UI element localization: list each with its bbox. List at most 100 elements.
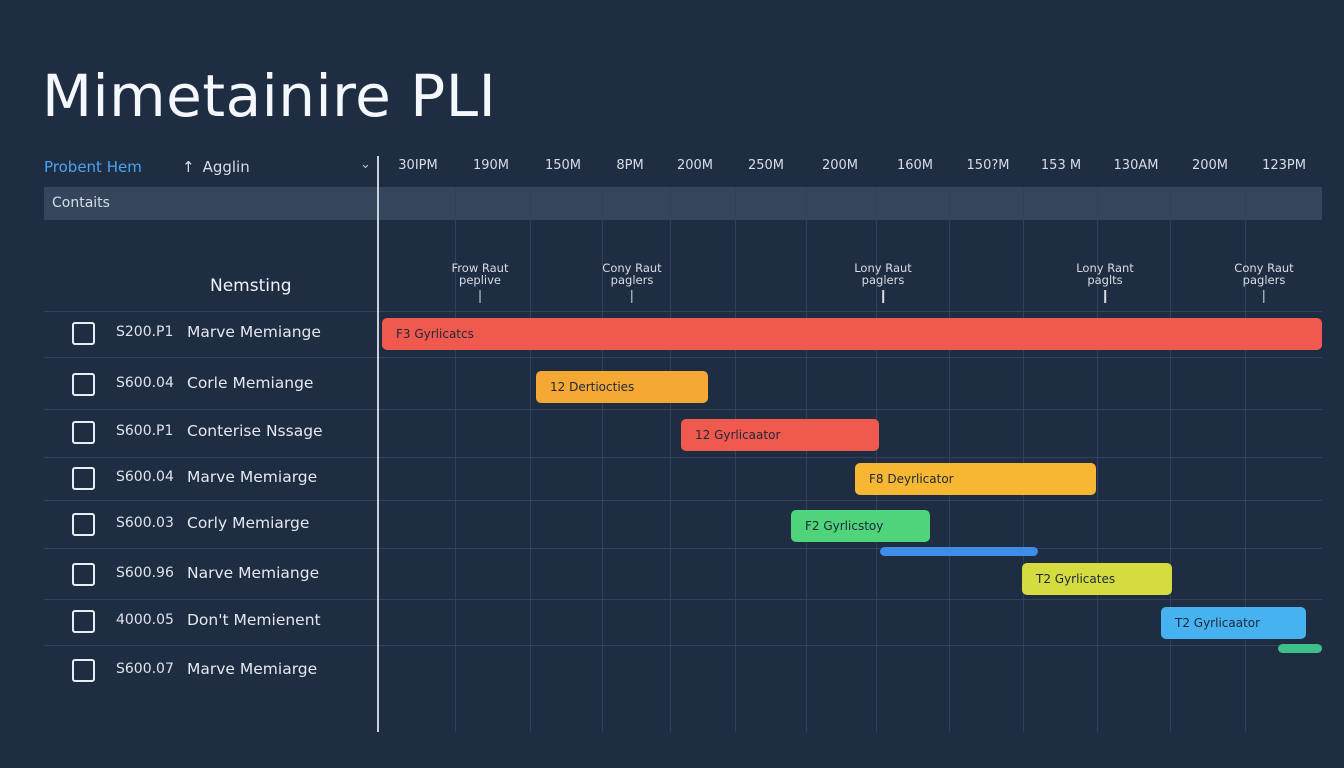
- row-checkbox[interactable]: [72, 513, 95, 536]
- milestone-marker[interactable]: Lony Raut paglers: [854, 262, 912, 303]
- time-tick: 250M: [747, 158, 785, 173]
- time-tick: 150?M: [966, 158, 1010, 173]
- task-name: Marve Memiarge: [187, 468, 318, 486]
- row-divider: [44, 311, 1322, 312]
- milestone-tick: [1104, 290, 1106, 303]
- milestone-label: Cony Raut: [1234, 261, 1294, 275]
- time-tick: 160M: [896, 158, 934, 173]
- time-tick: 150M: [544, 158, 582, 173]
- grid-line: [530, 187, 531, 732]
- milestone-marker[interactable]: Cony Raut paglers: [1234, 261, 1294, 303]
- milestone-marker[interactable]: Lony Rant paglts: [1076, 262, 1134, 303]
- time-tick: 30IPM: [398, 158, 438, 173]
- milestone-label: Cony Raut: [602, 261, 662, 275]
- milestone-marker[interactable]: Frow Raut peplive: [451, 261, 509, 303]
- task-id: S600.96: [116, 565, 174, 581]
- task-name: Corly Memiarge: [187, 514, 310, 532]
- grid-line: [806, 187, 807, 732]
- grid-line: [455, 187, 456, 732]
- sort-arrow-icon: ↑: [182, 158, 195, 176]
- task-id: S600.04: [116, 375, 174, 391]
- row-divider: [44, 457, 1322, 458]
- chevron-down-icon[interactable]: ⌄: [360, 157, 371, 172]
- time-tick: 200M: [821, 158, 859, 173]
- milestone-marker[interactable]: Cony Raut paglers: [602, 261, 662, 303]
- milestone-label: Lony Rant: [1076, 261, 1134, 275]
- gantt-bar[interactable]: F3 Gyrlicatcs: [382, 318, 1322, 350]
- grid-line: [876, 187, 877, 732]
- page-title: Mimetainire PLI: [42, 62, 497, 130]
- filter-bar[interactable]: Contaits: [44, 187, 1322, 220]
- time-tick: 200M: [1191, 158, 1229, 173]
- row-divider: [44, 500, 1322, 501]
- milestone-label: Frow Raut: [451, 261, 509, 275]
- grid-line: [1245, 187, 1246, 732]
- task-id: 4000.05: [116, 612, 174, 628]
- sort-dropdown[interactable]: ↑ Agglin: [182, 158, 250, 176]
- task-id: S200.P1: [116, 324, 174, 340]
- time-tick: 190M: [472, 158, 510, 173]
- time-tick: 153 M: [1040, 158, 1082, 173]
- grid-line: [602, 187, 603, 732]
- task-row[interactable]: S600.P1 Conterise Nssage: [44, 410, 378, 456]
- milestone-sublabel: paglers: [610, 273, 654, 287]
- task-row[interactable]: S600.03 Corly Memiarge: [44, 502, 378, 548]
- primary-item-header[interactable]: Probent Hem: [44, 158, 142, 176]
- task-row[interactable]: 4000.05 Don't Memienent: [44, 599, 378, 645]
- row-checkbox[interactable]: [72, 421, 95, 444]
- gantt-progress-bar[interactable]: [1278, 644, 1322, 653]
- grid-line: [949, 187, 950, 732]
- milestone-tick: [479, 290, 481, 303]
- time-tick: 123PM: [1262, 158, 1306, 173]
- section-title: Nemsting: [210, 276, 292, 296]
- row-checkbox[interactable]: [72, 563, 95, 586]
- task-name: Corle Memiange: [187, 374, 314, 392]
- grid-line: [1023, 187, 1024, 732]
- task-id: S600.07: [116, 661, 174, 677]
- task-row[interactable]: S600.04 Corle Memiange: [44, 362, 378, 408]
- task-row[interactable]: S600.04 Marve Memiarge: [44, 456, 378, 502]
- row-checkbox[interactable]: [72, 322, 95, 345]
- timeline-header: Probent Hem ↑ Agglin ⌄ 30IPM 190M 150M 8P…: [44, 150, 1322, 186]
- milestone-label: Lony Raut: [854, 261, 912, 275]
- task-name: Don't Memienent: [187, 611, 321, 629]
- row-checkbox[interactable]: [72, 467, 95, 490]
- row-checkbox[interactable]: [72, 373, 95, 396]
- gantt-bar[interactable]: T2 Gyrlicaator: [1161, 607, 1306, 639]
- gantt-bar[interactable]: 12 Gyrlicaator: [681, 419, 879, 451]
- grid-line: [1097, 187, 1098, 732]
- gantt-bar[interactable]: 12 Dertiocties: [536, 371, 708, 403]
- task-id: S600.P1: [116, 423, 174, 439]
- time-tick: 8PM: [616, 158, 644, 173]
- milestone-tick: [631, 290, 633, 303]
- task-name: Narve Memiange: [187, 564, 320, 582]
- grid-line: [735, 187, 736, 732]
- time-tick: 130AM: [1113, 158, 1159, 173]
- milestone-sublabel: peplive: [459, 273, 501, 287]
- filter-label: Contaits: [52, 195, 110, 211]
- header-left: Probent Hem ↑ Agglin ⌄: [44, 150, 378, 186]
- time-tick: 200M: [676, 158, 714, 173]
- row-divider: [44, 645, 1322, 646]
- panel-divider[interactable]: [377, 156, 379, 732]
- task-row[interactable]: S200.P1 Marve Memiange: [44, 311, 378, 357]
- task-row[interactable]: S600.07 Marve Memiarge: [44, 648, 378, 694]
- gantt-bar[interactable]: T2 Gyrlicates: [1022, 563, 1172, 595]
- task-name: Marve Memiange: [187, 323, 321, 341]
- task-name: Marve Memiarge: [187, 660, 318, 678]
- gantt-progress-bar[interactable]: [880, 547, 1038, 556]
- row-divider: [44, 357, 1322, 358]
- row-divider: [44, 409, 1322, 410]
- grid-line: [1170, 187, 1171, 732]
- milestone-sublabel: paglers: [1242, 273, 1286, 287]
- row-divider: [44, 599, 1322, 600]
- gantt-bar[interactable]: F2 Gyrlicstoy: [791, 510, 930, 542]
- row-checkbox[interactable]: [72, 659, 95, 682]
- task-id: S600.04: [116, 469, 174, 485]
- task-name: Conterise Nssage: [187, 422, 323, 440]
- milestone-sublabel: paglers: [861, 273, 905, 287]
- gantt-bar[interactable]: F8 Deyrlicator: [855, 463, 1096, 495]
- row-checkbox[interactable]: [72, 610, 95, 633]
- sort-label: Agglin: [202, 158, 250, 176]
- task-row[interactable]: S600.96 Narve Memiange: [44, 552, 378, 598]
